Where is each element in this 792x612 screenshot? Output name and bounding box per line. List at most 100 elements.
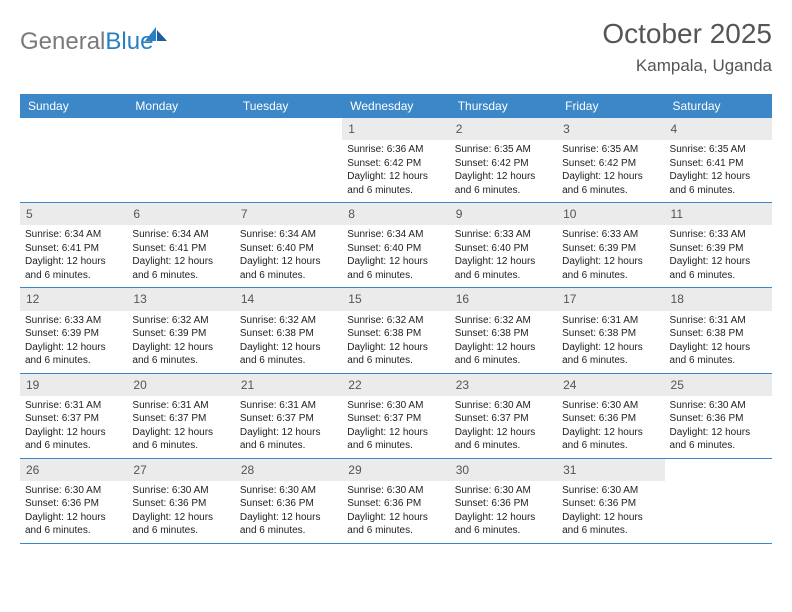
day-cell: 7Sunrise: 6:34 AMSunset: 6:40 PMDaylight… bbox=[235, 203, 342, 287]
day-body: Sunrise: 6:35 AMSunset: 6:42 PMDaylight:… bbox=[557, 140, 664, 202]
weeks-container: 0001Sunrise: 6:36 AMSunset: 6:42 PMDayli… bbox=[20, 118, 772, 544]
daylight-text: and 6 minutes. bbox=[670, 439, 767, 453]
day-body: Sunrise: 6:30 AMSunset: 6:37 PMDaylight:… bbox=[450, 396, 557, 458]
day-body: Sunrise: 6:31 AMSunset: 6:37 PMDaylight:… bbox=[235, 396, 342, 458]
daylight-text: Daylight: 12 hours bbox=[670, 426, 767, 440]
daylight-text: Daylight: 12 hours bbox=[455, 255, 552, 269]
day-body: Sunrise: 6:34 AMSunset: 6:40 PMDaylight:… bbox=[342, 225, 449, 287]
sunrise-text: Sunrise: 6:34 AM bbox=[25, 228, 122, 242]
sunrise-text: Sunrise: 6:31 AM bbox=[562, 314, 659, 328]
sunset-text: Sunset: 6:39 PM bbox=[670, 242, 767, 256]
header: GeneralBlue October 2025 Kampala, Uganda bbox=[20, 18, 772, 76]
sunset-text: Sunset: 6:38 PM bbox=[455, 327, 552, 341]
logo: GeneralBlue bbox=[20, 18, 153, 56]
day-cell: 15Sunrise: 6:32 AMSunset: 6:38 PMDayligh… bbox=[342, 288, 449, 372]
daylight-text: Daylight: 12 hours bbox=[455, 511, 552, 525]
daylight-text: Daylight: 12 hours bbox=[562, 426, 659, 440]
day-number: 21 bbox=[235, 374, 342, 396]
day-cell: 31Sunrise: 6:30 AMSunset: 6:36 PMDayligh… bbox=[557, 459, 664, 543]
day-number: 9 bbox=[450, 203, 557, 225]
daylight-text: and 6 minutes. bbox=[240, 269, 337, 283]
day-number: 4 bbox=[665, 118, 772, 140]
day-number: 24 bbox=[557, 374, 664, 396]
sunrise-text: Sunrise: 6:32 AM bbox=[347, 314, 444, 328]
day-body: Sunrise: 6:30 AMSunset: 6:36 PMDaylight:… bbox=[20, 481, 127, 543]
daylight-text: and 6 minutes. bbox=[670, 184, 767, 198]
daylight-text: and 6 minutes. bbox=[455, 524, 552, 538]
day-number: 3 bbox=[557, 118, 664, 140]
day-body: Sunrise: 6:30 AMSunset: 6:36 PMDaylight:… bbox=[557, 396, 664, 458]
daylight-text: Daylight: 12 hours bbox=[132, 426, 229, 440]
sunset-text: Sunset: 6:41 PM bbox=[670, 157, 767, 171]
sunset-text: Sunset: 6:36 PM bbox=[132, 497, 229, 511]
day-body: Sunrise: 6:30 AMSunset: 6:36 PMDaylight:… bbox=[235, 481, 342, 543]
sunset-text: Sunset: 6:37 PM bbox=[25, 412, 122, 426]
day-number: 13 bbox=[127, 288, 234, 310]
daylight-text: Daylight: 12 hours bbox=[562, 255, 659, 269]
sunrise-text: Sunrise: 6:30 AM bbox=[132, 484, 229, 498]
daylight-text: and 6 minutes. bbox=[455, 269, 552, 283]
sunset-text: Sunset: 6:38 PM bbox=[670, 327, 767, 341]
day-number: 6 bbox=[127, 203, 234, 225]
daylight-text: Daylight: 12 hours bbox=[347, 255, 444, 269]
day-body: Sunrise: 6:30 AMSunset: 6:36 PMDaylight:… bbox=[665, 396, 772, 458]
day-cell: 30Sunrise: 6:30 AMSunset: 6:36 PMDayligh… bbox=[450, 459, 557, 543]
day-cell: 2Sunrise: 6:35 AMSunset: 6:42 PMDaylight… bbox=[450, 118, 557, 202]
day-cell: 28Sunrise: 6:30 AMSunset: 6:36 PMDayligh… bbox=[235, 459, 342, 543]
daylight-text: Daylight: 12 hours bbox=[240, 255, 337, 269]
day-body: Sunrise: 6:32 AMSunset: 6:38 PMDaylight:… bbox=[450, 311, 557, 373]
daylight-text: and 6 minutes. bbox=[25, 524, 122, 538]
daylight-text: Daylight: 12 hours bbox=[562, 511, 659, 525]
daylight-text: and 6 minutes. bbox=[347, 524, 444, 538]
day-number: 5 bbox=[20, 203, 127, 225]
day-body: Sunrise: 6:35 AMSunset: 6:41 PMDaylight:… bbox=[665, 140, 772, 202]
day-body: Sunrise: 6:30 AMSunset: 6:36 PMDaylight:… bbox=[342, 481, 449, 543]
logo-text-1: General bbox=[20, 28, 105, 55]
day-number: 27 bbox=[127, 459, 234, 481]
sunset-text: Sunset: 6:41 PM bbox=[25, 242, 122, 256]
day-cell: 27 Sunrise: 6:30 AMSunset: 6:36 PMDayligh… bbox=[127, 459, 234, 543]
daylight-text: and 6 minutes. bbox=[347, 269, 444, 283]
sunrise-text: Sunrise: 6:32 AM bbox=[132, 314, 229, 328]
sunrise-text: Sunrise: 6:33 AM bbox=[25, 314, 122, 328]
day-cell: 11Sunrise: 6:33 AMSunset: 6:39 PMDayligh… bbox=[665, 203, 772, 287]
sunset-text: Sunset: 6:38 PM bbox=[347, 327, 444, 341]
day-body: Sunrise: 6:31 AMSunset: 6:37 PMDaylight:… bbox=[127, 396, 234, 458]
daylight-text: Daylight: 12 hours bbox=[132, 511, 229, 525]
day-number: 25 bbox=[665, 374, 772, 396]
daylight-text: and 6 minutes. bbox=[132, 354, 229, 368]
daylight-text: and 6 minutes. bbox=[132, 439, 229, 453]
sunrise-text: Sunrise: 6:32 AM bbox=[240, 314, 337, 328]
day-number: 16 bbox=[450, 288, 557, 310]
sunrise-text: Sunrise: 6:30 AM bbox=[455, 399, 552, 413]
month-title: October 2025 bbox=[602, 18, 772, 50]
sunrise-text: Sunrise: 6:30 AM bbox=[347, 484, 444, 498]
daylight-text: Daylight: 12 hours bbox=[132, 255, 229, 269]
week-row: 5Sunrise: 6:34 AMSunset: 6:41 PMDaylight… bbox=[20, 203, 772, 288]
sunrise-text: Sunrise: 6:30 AM bbox=[562, 399, 659, 413]
daylight-text: Daylight: 12 hours bbox=[240, 426, 337, 440]
daylight-text: Daylight: 12 hours bbox=[25, 511, 122, 525]
daylight-text: Daylight: 12 hours bbox=[347, 341, 444, 355]
day-number: 31 bbox=[557, 459, 664, 481]
sunrise-text: Sunrise: 6:34 AM bbox=[132, 228, 229, 242]
sunset-text: Sunset: 6:37 PM bbox=[347, 412, 444, 426]
daylight-text: Daylight: 12 hours bbox=[240, 341, 337, 355]
sunrise-text: Sunrise: 6:33 AM bbox=[670, 228, 767, 242]
sunrise-text: Sunrise: 6:35 AM bbox=[455, 143, 552, 157]
sunrise-text: Sunrise: 6:33 AM bbox=[562, 228, 659, 242]
daylight-text: and 6 minutes. bbox=[670, 269, 767, 283]
day-number: 2 bbox=[450, 118, 557, 140]
daylight-text: Daylight: 12 hours bbox=[455, 341, 552, 355]
day-body: Sunrise: 6:36 AMSunset: 6:42 PMDaylight:… bbox=[342, 140, 449, 202]
daylight-text: Daylight: 12 hours bbox=[25, 426, 122, 440]
daylight-text: Daylight: 12 hours bbox=[562, 170, 659, 184]
day-cell: 29Sunrise: 6:30 AMSunset: 6:36 PMDayligh… bbox=[342, 459, 449, 543]
day-cell: 17Sunrise: 6:31 AMSunset: 6:38 PMDayligh… bbox=[557, 288, 664, 372]
sunset-text: Sunset: 6:37 PM bbox=[132, 412, 229, 426]
daylight-text: Daylight: 12 hours bbox=[347, 511, 444, 525]
weekday-header-row: SundayMondayTuesdayWednesdayThursdayFrid… bbox=[20, 94, 772, 118]
daylight-text: and 6 minutes. bbox=[562, 184, 659, 198]
day-number: 8 bbox=[342, 203, 449, 225]
day-cell: 6Sunrise: 6:34 AMSunset: 6:41 PMDaylight… bbox=[127, 203, 234, 287]
